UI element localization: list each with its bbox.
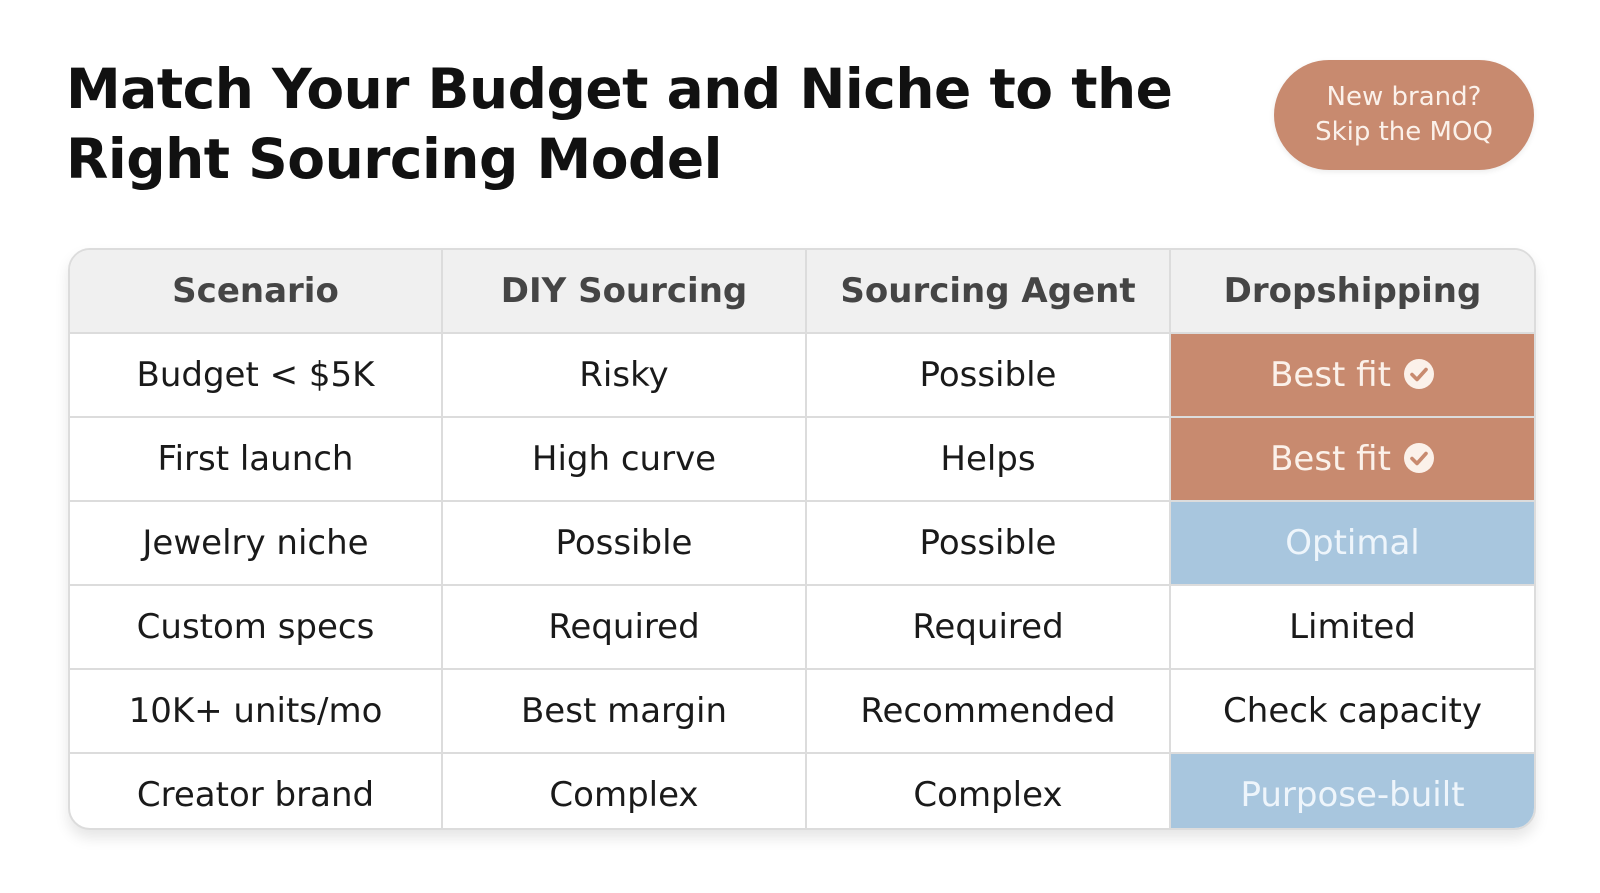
table-header-row: Scenario DIY Sourcing Sourcing Agent Dro…: [70, 250, 1534, 334]
scenario-cell: 10K+ units/mo: [70, 669, 443, 754]
dropship-cell: Best fit: [1170, 417, 1534, 502]
dropship-label: Best fit: [1270, 439, 1391, 479]
dropship-cell: Check capacity: [1170, 669, 1534, 754]
table-row: 10K+ units/mo Best margin Recommended Ch…: [70, 669, 1534, 754]
header-sourcing-agent: Sourcing Agent: [806, 250, 1171, 334]
agent-cell: Possible: [806, 333, 1171, 418]
check-circle-icon: [1403, 358, 1434, 389]
dropship-label: Best fit: [1270, 355, 1391, 395]
header-dropshipping: Dropshipping: [1170, 250, 1534, 334]
agent-cell: Complex: [806, 753, 1171, 828]
check-circle-icon: [1403, 442, 1434, 473]
diy-cell: Best margin: [442, 669, 807, 754]
diy-cell: Complex: [442, 753, 807, 828]
new-brand-badge: New brand? Skip the MOQ: [1274, 60, 1534, 170]
agent-cell: Required: [806, 585, 1171, 670]
table-row: Jewelry niche Possible Possible Optimal: [70, 501, 1534, 586]
badge-text: New brand? Skip the MOQ: [1315, 82, 1493, 147]
diy-cell: Risky: [442, 333, 807, 418]
diy-cell: Required: [442, 585, 807, 670]
agent-cell: Recommended: [806, 669, 1171, 754]
table-row: First launch High curve Helps Best fit: [70, 417, 1534, 502]
page-title: Match Your Budget and Niche to the Right…: [66, 57, 1173, 191]
scenario-cell: First launch: [70, 417, 443, 502]
sourcing-comparison-table: Scenario DIY Sourcing Sourcing Agent Dro…: [68, 248, 1536, 830]
agent-cell: Helps: [806, 417, 1171, 502]
table-row: Creator brand Complex Complex Purpose-bu…: [70, 753, 1534, 828]
dropship-cell: Purpose-built: [1170, 753, 1534, 828]
diy-cell: High curve: [442, 417, 807, 502]
header-diy-sourcing: DIY Sourcing: [442, 250, 807, 334]
scenario-cell: Custom specs: [70, 585, 443, 670]
table-row: Budget < $5K Risky Possible Best fit: [70, 333, 1534, 418]
table-row: Custom specs Required Required Limited: [70, 585, 1534, 670]
dropship-cell: Best fit: [1170, 333, 1534, 418]
agent-cell: Possible: [806, 501, 1171, 586]
dropship-cell: Limited: [1170, 585, 1534, 670]
dropship-cell: Optimal: [1170, 501, 1534, 586]
scenario-cell: Budget < $5K: [70, 333, 443, 418]
diy-cell: Possible: [442, 501, 807, 586]
header-scenario: Scenario: [70, 250, 443, 334]
scenario-cell: Jewelry niche: [70, 501, 443, 586]
scenario-cell: Creator brand: [70, 753, 443, 828]
